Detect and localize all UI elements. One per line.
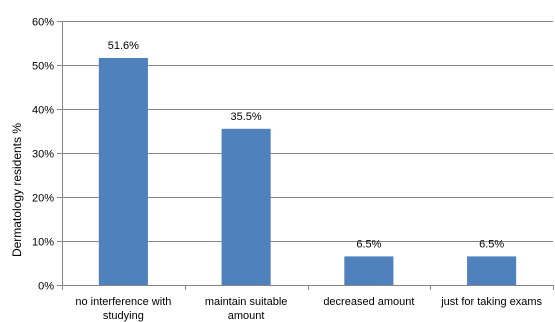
x-tick-label: just for taking exams [440,296,542,308]
y-tick-label: 60% [32,17,54,29]
y-tick-label: 30% [32,149,54,161]
bars [98,57,517,286]
x-tick-label-line: no interference with [75,296,171,308]
x-tick-label-line: just for taking exams [440,296,542,308]
x-tick-label-line: amount [228,310,265,322]
data-labels: 51.6% 35.5% 6.5% 6.5% [108,40,505,250]
x-tick-label: no interference with studying [75,296,171,322]
y-tick-label: 40% [32,105,54,117]
data-label: 6.5% [356,238,381,250]
x-tick-label-line: decreased amount [323,296,414,308]
y-tick-label: 50% [32,61,54,73]
bar [221,128,271,285]
x-category-labels: no interference with studying maintain sui… [75,296,542,322]
x-tick-label: maintain suitable amount [205,296,288,322]
bar [98,57,148,286]
bar [344,256,394,285]
data-label: 6.5% [479,238,504,250]
y-tick-labels: 0% 10% 20% 30% 40% 50% 60% [32,17,54,293]
bar [467,256,517,285]
x-tick-label-line: studying [103,310,144,322]
y-axis-title: Dermatology residents % [10,123,24,257]
axes [57,21,554,290]
y-tick-label: 20% [32,193,54,205]
y-tick-label: 10% [32,237,54,249]
data-label: 35.5% [231,111,262,123]
data-label: 51.6% [108,40,139,52]
y-tick-label: 0% [38,281,54,293]
x-tick-label-line: maintain suitable [205,296,288,308]
x-tick-label: decreased amount [323,296,414,308]
